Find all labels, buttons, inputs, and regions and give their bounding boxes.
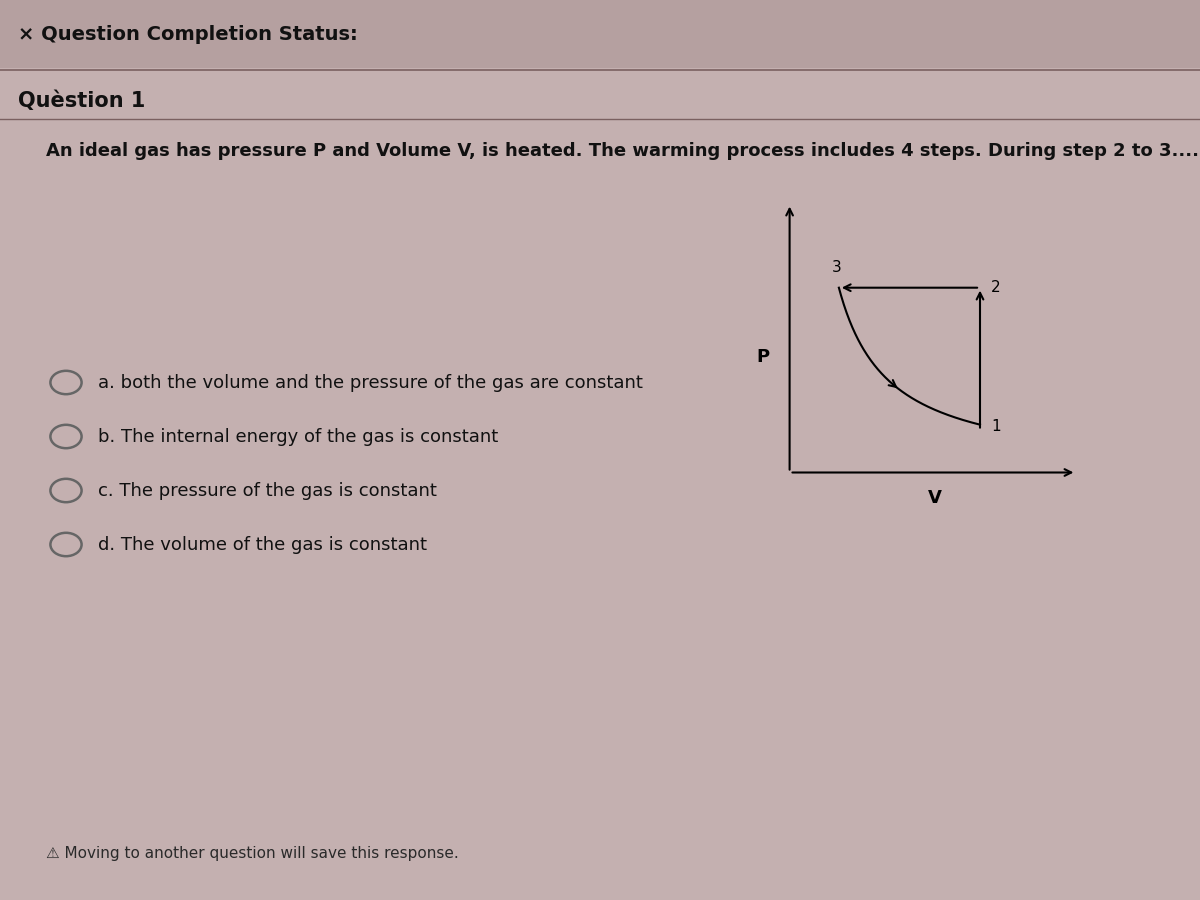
Text: 3: 3 (832, 260, 841, 275)
FancyBboxPatch shape (0, 0, 1200, 68)
Text: Quèstion 1: Quèstion 1 (18, 91, 145, 111)
Text: c. The pressure of the gas is constant: c. The pressure of the gas is constant (98, 482, 437, 500)
Text: P: P (756, 348, 769, 366)
Text: 1: 1 (991, 418, 1001, 434)
Text: 2: 2 (991, 280, 1001, 295)
Text: ⚠ Moving to another question will save this response.: ⚠ Moving to another question will save t… (46, 846, 458, 860)
Text: V: V (929, 489, 942, 507)
Text: a. both the volume and the pressure of the gas are constant: a. both the volume and the pressure of t… (98, 374, 643, 392)
Text: d. The volume of the gas is constant: d. The volume of the gas is constant (98, 536, 427, 554)
Text: × Question Completion Status:: × Question Completion Status: (18, 24, 358, 44)
Text: b. The internal energy of the gas is constant: b. The internal energy of the gas is con… (98, 428, 499, 446)
Text: An ideal gas has pressure P and Volume V, is heated. The warming process include: An ideal gas has pressure P and Volume V… (46, 142, 1200, 160)
